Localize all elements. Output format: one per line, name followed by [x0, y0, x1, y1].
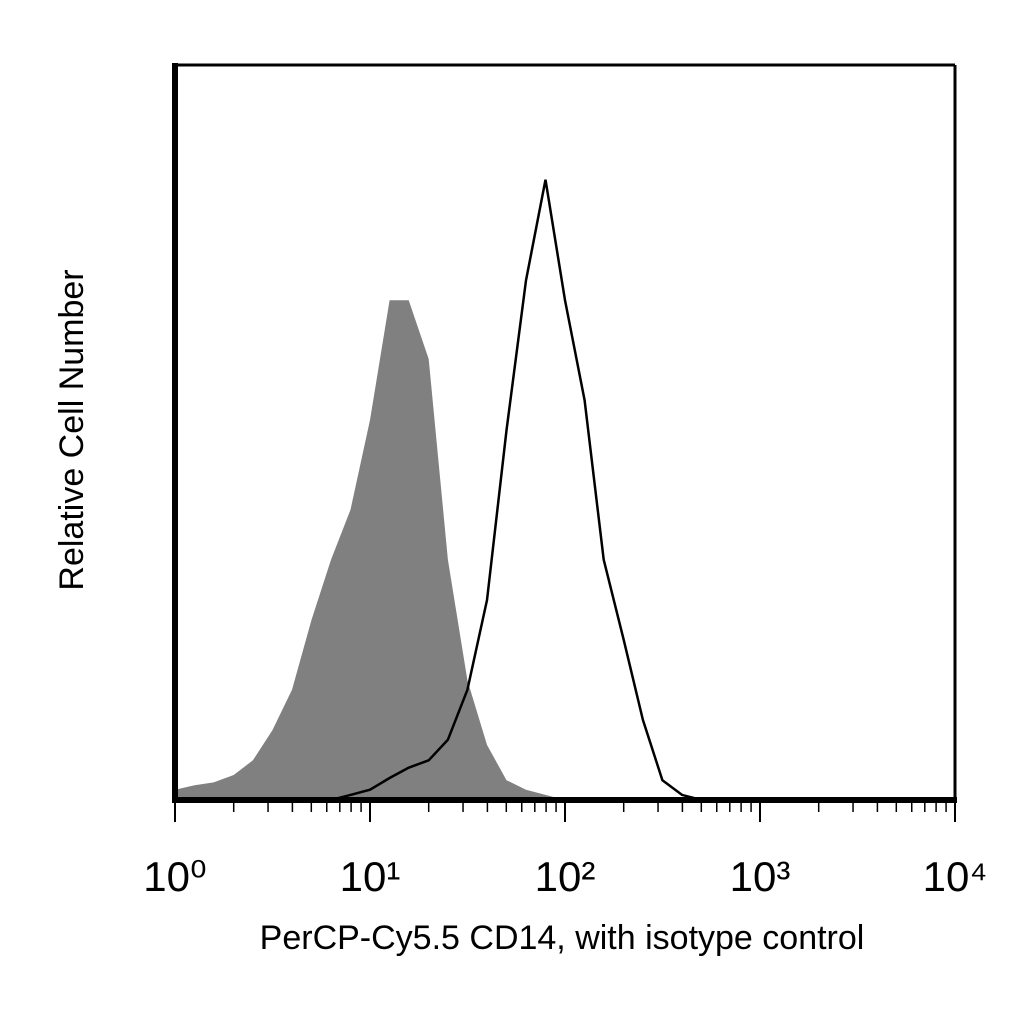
x-tick-label: 10⁴ — [923, 853, 988, 900]
x-tick-label: 10³ — [730, 853, 791, 900]
y-axis-label: Relative Cell Number — [53, 269, 91, 590]
x-tick-label: 10⁰ — [143, 853, 207, 900]
x-axis-label: PerCP-Cy5.5 CD14, with isotype control — [260, 919, 865, 957]
histogram-area — [175, 300, 721, 800]
x-tick-label: 10¹ — [340, 853, 401, 900]
x-tick-label: 10² — [535, 853, 596, 900]
